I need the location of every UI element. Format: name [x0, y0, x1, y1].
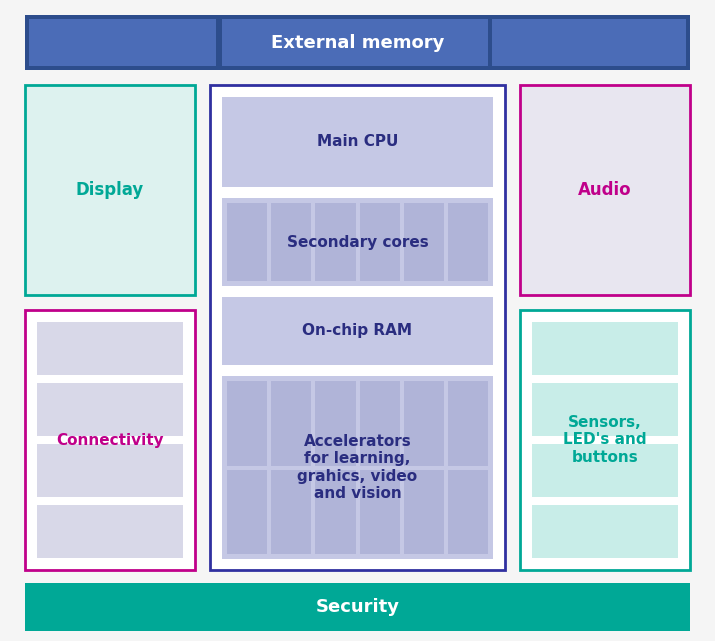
Text: On-chip RAM: On-chip RAM: [302, 324, 413, 338]
Bar: [271, 381, 311, 465]
Bar: [315, 381, 355, 465]
Text: Display: Display: [76, 181, 144, 199]
Bar: [360, 203, 400, 281]
Bar: [492, 19, 686, 66]
Bar: [404, 203, 444, 281]
Bar: [222, 19, 488, 66]
Bar: [37, 444, 183, 497]
Bar: [315, 203, 355, 281]
Bar: [404, 381, 444, 465]
Bar: [222, 97, 493, 187]
Text: Security: Security: [315, 598, 400, 616]
Text: Connectivity: Connectivity: [56, 433, 164, 447]
Bar: [520, 85, 690, 295]
Bar: [520, 310, 690, 570]
Bar: [315, 469, 355, 554]
Bar: [532, 383, 678, 436]
Text: Sensors,
LED's and
buttons: Sensors, LED's and buttons: [563, 415, 647, 465]
Bar: [25, 310, 195, 570]
Bar: [448, 203, 488, 281]
Bar: [210, 85, 505, 570]
Bar: [271, 469, 311, 554]
Bar: [360, 381, 400, 465]
Bar: [37, 383, 183, 436]
Bar: [532, 505, 678, 558]
Bar: [222, 376, 493, 559]
Bar: [532, 322, 678, 375]
Bar: [532, 444, 678, 497]
Bar: [448, 381, 488, 465]
Bar: [404, 469, 444, 554]
Text: Main CPU: Main CPU: [317, 135, 398, 149]
Bar: [25, 583, 690, 631]
Bar: [37, 505, 183, 558]
Bar: [227, 381, 267, 465]
Text: Accelerators
for learning,
grahics, video
and vision: Accelerators for learning, grahics, vide…: [297, 434, 418, 501]
Bar: [271, 203, 311, 281]
Text: Audio: Audio: [578, 181, 632, 199]
Bar: [448, 469, 488, 554]
Bar: [227, 469, 267, 554]
Bar: [222, 198, 493, 286]
Bar: [29, 19, 216, 66]
Bar: [25, 85, 195, 295]
Bar: [227, 203, 267, 281]
Bar: [222, 297, 493, 365]
Bar: [360, 469, 400, 554]
Text: Secondary cores: Secondary cores: [287, 235, 428, 249]
Text: External memory: External memory: [271, 33, 444, 51]
Bar: [37, 322, 183, 375]
Bar: [25, 15, 690, 70]
